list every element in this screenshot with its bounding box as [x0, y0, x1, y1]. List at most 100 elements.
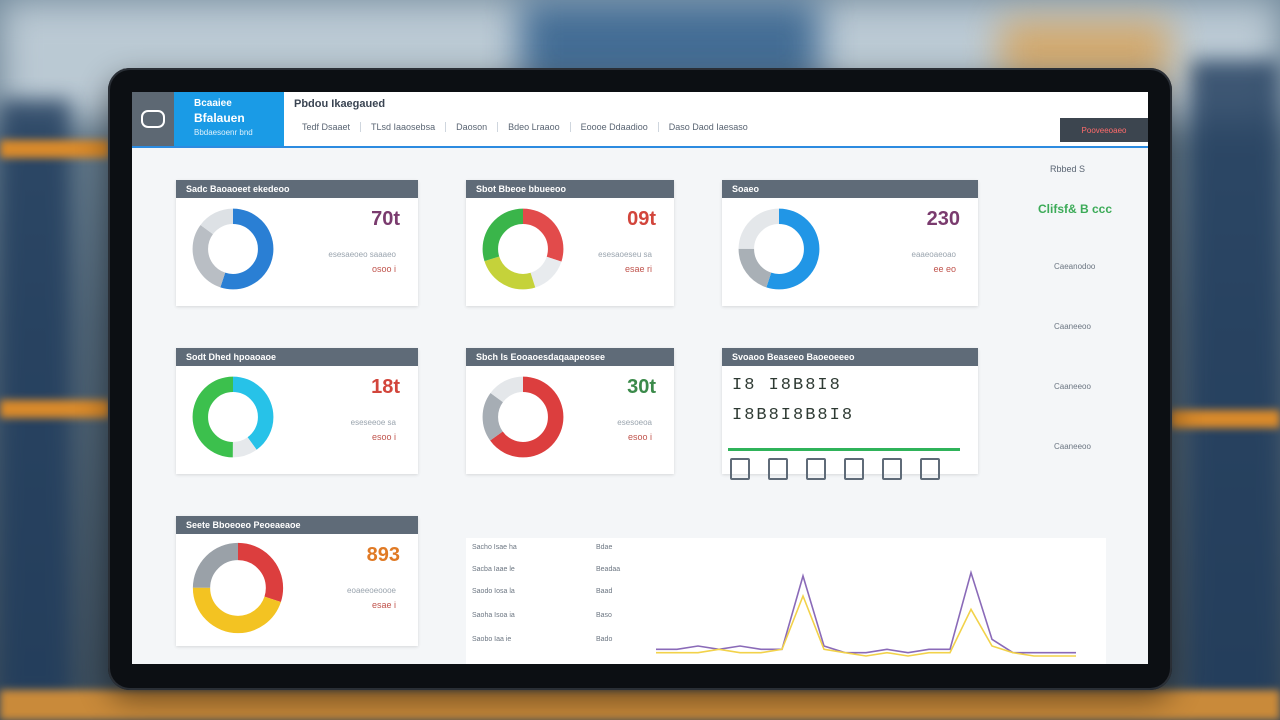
legend-value: Baso — [596, 612, 612, 619]
legend-value: Baad — [596, 588, 613, 595]
legend-label: Sacho Isae ha — [472, 544, 517, 551]
kpi-sublabel: eseseeoe sa — [350, 418, 396, 427]
document-icon[interactable] — [844, 458, 864, 480]
kpi-card[interactable]: Sodt Dhed hpoaoaoe 18t eseseeoe sa esoo … — [176, 348, 418, 474]
icon-row — [730, 458, 940, 480]
kpi-card[interactable]: Soaeo 230 eaaeoaeoao ee eo — [722, 180, 978, 306]
legend-value: Bado — [596, 636, 613, 643]
kpi-subvalue: esoo i — [627, 432, 652, 442]
page-title: Pbdou Ikaegaued — [294, 98, 386, 110]
donut-segment — [192, 376, 274, 458]
donut-chart — [192, 208, 274, 290]
detail-row-1: I8 I8B8I8 — [732, 376, 842, 395]
kpi-card[interactable]: Sbot Bbeoe bbueeoo 09t esesaoeseu sa esa… — [466, 180, 674, 306]
status-label: Clifsf& B ccc — [1038, 202, 1113, 216]
nav-item[interactable]: Tedf Dsaaet — [292, 122, 362, 132]
calendar-icon[interactable] — [730, 458, 750, 480]
brand-line-3: Bbdaesoenr bnd — [194, 128, 253, 137]
donut-segment — [192, 376, 274, 458]
card-title: Svoaoo Beaseeo Baoeoeeeo — [722, 348, 978, 366]
donut-segment — [738, 208, 820, 290]
donut-chart — [738, 208, 820, 290]
app-header: Bcaaiee Bfalauen Bbdaesoenr bnd Pbdou Ik… — [132, 92, 1148, 148]
legend-row: Saobo Iaa ie Bado — [472, 636, 622, 643]
kpi-card[interactable]: Sbch Is Eooaoesdaqaapeosee 30t esesoeoa … — [466, 348, 674, 474]
card-title: Seete Bboeoeo Peoeaeaoe — [176, 516, 418, 534]
donut-segment — [738, 208, 820, 290]
detail-card[interactable]: Svoaoo Beaseeo Baoeoeeeo I8 I8B8I8 I8B8I… — [722, 348, 978, 480]
kpi-subvalue: esae i — [371, 600, 396, 610]
kpi-card[interactable]: Sadc Baoaoeet ekedeoo 70t esesaeoeo saaa… — [176, 180, 418, 306]
top-nav: Tedf Dsaaet TLsd Iaaosebsa Daoson Bdeo L… — [292, 122, 758, 132]
kpi-value: 230 — [926, 208, 960, 230]
card-title: Sadc Baoaoeet ekedeoo — [176, 180, 418, 198]
donut-segment — [482, 208, 564, 290]
logo-icon — [141, 110, 165, 128]
donut-segment — [482, 376, 564, 458]
series-line-1 — [656, 593, 1076, 657]
series-line-0 — [656, 569, 1076, 654]
nav-item[interactable]: Eoooe Ddaadioo — [571, 122, 659, 132]
donut-chart — [482, 376, 564, 458]
kpi-value: 18t — [371, 376, 400, 398]
side-panel-heading: Rbbed S — [1050, 164, 1086, 174]
side-panel-item[interactable]: Caaneeoo — [1054, 382, 1091, 391]
line-chart — [656, 569, 1076, 657]
brand-block[interactable]: Bcaaiee Bfalauen Bbdaesoenr bnd — [174, 92, 284, 146]
document-icon[interactable] — [768, 458, 788, 480]
legend-value: Bdae — [596, 544, 613, 551]
donut-chart — [192, 376, 274, 458]
kpi-subvalue: esoo i — [371, 432, 396, 442]
nav-item[interactable]: Bdeo Lraaoo — [498, 122, 571, 132]
legend-row: Sacba Iaae le Beadaa — [472, 566, 622, 573]
logo[interactable] — [132, 92, 174, 146]
kpi-subvalue: ee eo — [933, 264, 956, 274]
card-title: Sodt Dhed hpoaoaoe — [176, 348, 418, 366]
legend-label: Saobo Iaa ie — [472, 636, 512, 643]
kpi-value: 893 — [366, 544, 400, 566]
document-icon[interactable] — [806, 458, 826, 480]
kpi-sublabel: eaaeoaeoao — [911, 250, 957, 259]
brand-line-2: Bfalauen — [194, 111, 245, 125]
nav-item[interactable]: TLsd Iaaosebsa — [361, 122, 447, 132]
progress-bar — [728, 448, 960, 451]
donut-segment — [192, 542, 284, 634]
header-action-button[interactable]: Pooveeoaeo — [1060, 118, 1148, 142]
legend-row: Saodo Iosa la Baad — [472, 588, 622, 595]
legend-row: Sacho Isae ha Bdae — [472, 544, 622, 551]
donut-segment — [192, 542, 284, 634]
kpi-sublabel: esesoeoa — [617, 418, 652, 427]
card-title: Sbot Bbeoe bbueeoo — [466, 180, 674, 198]
donut-segment — [192, 208, 274, 290]
dashboard-screen: Bcaaiee Bfalauen Bbdaesoenr bnd Pbdou Ik… — [132, 92, 1148, 664]
side-panel-item[interactable]: Caeanodoo — [1054, 262, 1096, 271]
tablet-device: Bcaaiee Bfalauen Bbdaesoenr bnd Pbdou Ik… — [108, 68, 1172, 690]
kpi-subvalue: esae ri — [624, 264, 652, 274]
card-title: Soaeo — [722, 180, 978, 198]
kpi-value: 09t — [627, 208, 656, 230]
document-icon[interactable] — [920, 458, 940, 480]
brand-line-1: Bcaaiee — [194, 98, 232, 109]
kpi-sublabel: esesaoeseu sa — [598, 250, 652, 259]
legend-row: Saoha Isoa ia Baso — [472, 612, 622, 619]
card-title: Sbch Is Eooaoesdaqaapeosee — [466, 348, 674, 366]
nav-item[interactable]: Daso Daod Iaesaso — [668, 122, 748, 132]
side-panel: Rbbed S Clifsf& B ccc Caeanodoo Caaneeoo… — [1028, 152, 1148, 662]
kpi-value: 70t — [371, 208, 400, 230]
donut-chart — [482, 208, 564, 290]
line-chart-panel[interactable]: Sacho Isae ha Bdae Sacba Iaae le Beadaa Sa… — [466, 538, 1106, 664]
donut-segment — [482, 208, 564, 290]
kpi-card[interactable]: Seete Bboeoeo Peoeaeaoe 893 eoaeeoeoooe … — [176, 516, 418, 646]
side-panel-item[interactable]: Caaneeoo — [1054, 322, 1091, 331]
legend-value: Beadaa — [596, 566, 621, 573]
kpi-value: 30t — [627, 376, 656, 398]
legend-label: Saodo Iosa la — [472, 588, 515, 595]
nav-item[interactable]: Daoson — [446, 122, 499, 132]
kpi-sublabel: esesaeoeo saaaeo — [328, 250, 396, 259]
side-panel-item[interactable]: Caaneeoo — [1054, 442, 1091, 451]
legend-label: Saoha Isoa ia — [472, 612, 515, 619]
kpi-subvalue: osoo i — [371, 264, 396, 274]
donut-chart — [192, 542, 284, 634]
document-icon[interactable] — [882, 458, 902, 480]
legend-label: Sacba Iaae le — [472, 566, 515, 573]
